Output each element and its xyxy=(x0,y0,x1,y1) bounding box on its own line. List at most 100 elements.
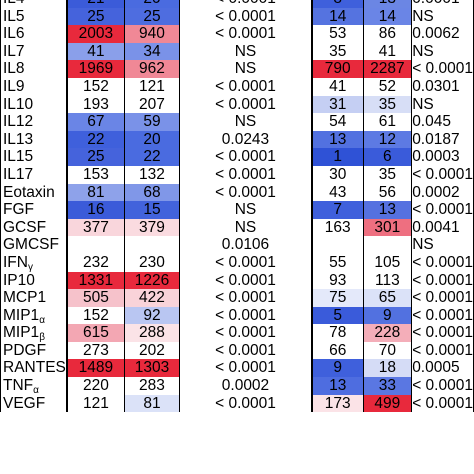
p-value-2-cell-text: < 0.0001 xyxy=(412,253,473,271)
p-value-2-cell-text: < 0.0001 xyxy=(412,341,473,359)
p-value-2-cell-text: 0.0301 xyxy=(412,77,460,95)
value-c-cell: 78 xyxy=(310,324,364,342)
p-value-1-cell: < 0.0001 xyxy=(179,289,313,307)
value-a-cell: 2003 xyxy=(65,25,125,43)
p-value-1-cell-text: < 0.0001 xyxy=(215,165,276,183)
value-c-cell-text: 66 xyxy=(329,341,347,359)
value-a-cell-text: 152 xyxy=(82,77,109,95)
p-value-1-cell-text: 0.0243 xyxy=(221,130,270,148)
value-a-cell-text: 1969 xyxy=(78,60,114,78)
value-a-cell-text: 81 xyxy=(87,183,105,201)
value-d-cell xyxy=(362,236,413,254)
value-a-cell-text: 41 xyxy=(87,42,105,60)
cytokine-label: MIP1α xyxy=(0,306,68,325)
value-c-cell: 1 xyxy=(310,148,364,166)
p-value-2-cell-text: NS xyxy=(412,7,434,25)
value-a-cell-text: 1489 xyxy=(78,359,114,377)
p-value-2-cell-text: < 0.0001 xyxy=(412,306,473,324)
value-b-cell-text: 59 xyxy=(143,113,161,131)
value-c-cell: 41 xyxy=(310,77,364,96)
p-value-2-cell-text: 0.0187 xyxy=(412,130,460,148)
value-a-cell: 1331 xyxy=(65,271,125,290)
p-value-2-cell: < 0.0001 xyxy=(411,60,474,78)
value-c-cell xyxy=(310,236,364,254)
value-c-cell: 35 xyxy=(310,42,364,61)
value-b-cell: 59 xyxy=(123,113,181,131)
value-a-cell-text: 67 xyxy=(87,113,105,131)
p-value-2-cell-text: < 0.0001 xyxy=(412,394,473,412)
cytokine-label-text: FGF xyxy=(3,201,34,219)
p-value-2-cell-text: NS xyxy=(412,95,434,113)
value-d-cell: 35 xyxy=(362,165,413,184)
value-a-cell: 220 xyxy=(65,377,125,395)
p-value-1-cell-text: < 0.0001 xyxy=(215,289,276,307)
value-c-cell-text: 54 xyxy=(329,113,347,131)
cytokine-label-text: IL4 xyxy=(3,0,25,7)
value-c-cell-text: 8 xyxy=(333,0,342,7)
value-d-cell-text: 56 xyxy=(378,183,396,201)
p-value-1-cell-text: < 0.0001 xyxy=(215,77,276,95)
value-c-cell: 7 xyxy=(310,201,364,219)
value-d-cell-text: 499 xyxy=(374,394,401,412)
p-value-1-cell: < 0.0001 xyxy=(179,183,313,202)
value-b-cell-text: 1303 xyxy=(134,359,170,377)
label-subscript: α xyxy=(33,385,39,395)
table-row: MIP1β 615 288 < 0.0001 78 228 < 0.0001 xyxy=(0,324,474,342)
p-value-2-cell: NS xyxy=(411,7,474,26)
value-d-cell: 52 xyxy=(362,77,413,96)
value-d-cell-text: 86 xyxy=(378,25,396,43)
p-value-1-cell-text: < 0.0001 xyxy=(215,0,276,7)
value-b-cell-text: 207 xyxy=(139,95,165,113)
cytokine-label: IL17 xyxy=(0,165,68,184)
value-d-cell: 13 xyxy=(362,0,413,8)
p-value-1-cell: < 0.0001 xyxy=(179,0,313,8)
table-row: IL7 41 34 NS 35 41 NS xyxy=(0,42,474,61)
p-value-1-cell-text: < 0.0001 xyxy=(215,271,276,289)
cytokine-label-text: IL13 xyxy=(3,130,34,148)
table-row: GMCSF 0.0106 NS xyxy=(0,236,474,254)
value-d-cell: 12 xyxy=(362,130,413,149)
p-value-2-cell: 0.0005 xyxy=(411,359,474,378)
value-c-cell: 54 xyxy=(310,113,364,131)
p-value-2-cell: < 0.0001 xyxy=(411,271,474,290)
value-d-cell: 13 xyxy=(362,201,413,219)
table-row: IL12 67 59 NS 54 61 0.045 xyxy=(0,113,474,131)
p-value-2-cell-text: 0.0001 xyxy=(413,0,460,7)
value-b-cell: 1226 xyxy=(123,271,181,290)
value-c-cell-text: 5 xyxy=(333,306,343,324)
table-row: GCSF 377 379 NS 163 301 0.0041 xyxy=(0,218,474,237)
value-d-cell-text: 35 xyxy=(378,165,396,183)
value-c-cell-text: 7 xyxy=(333,201,343,219)
p-value-2-cell: < 0.0001 xyxy=(411,165,474,184)
value-c-cell-text: 173 xyxy=(324,394,351,412)
value-b-cell: 132 xyxy=(123,165,181,184)
value-b-cell-text: 68 xyxy=(143,183,161,201)
p-value-2-cell: 0.045 xyxy=(411,113,474,131)
value-b-cell-text: 422 xyxy=(139,289,165,307)
value-d-cell: 499 xyxy=(362,394,413,413)
table-row: MCP1 505 422 < 0.0001 75 65 < 0.0001 xyxy=(0,289,474,307)
p-value-2-cell: < 0.0001 xyxy=(411,377,474,395)
value-c-cell: 93 xyxy=(310,271,364,290)
value-b-cell-text: 20 xyxy=(143,0,160,7)
value-d-cell-text: 18 xyxy=(378,359,396,377)
cytokine-label-text: IL8 xyxy=(3,60,25,78)
p-value-2-cell-text: < 0.0001 xyxy=(412,377,473,395)
cytokine-label-text: IL17 xyxy=(3,165,34,183)
p-value-1-cell: 0.0243 xyxy=(179,130,313,149)
p-value-1-cell-text: < 0.0001 xyxy=(215,183,276,201)
value-d-cell: 228 xyxy=(362,324,413,342)
value-c-cell-text: 55 xyxy=(329,253,347,271)
value-a-cell-text: 25 xyxy=(87,7,105,25)
p-value-1-cell: < 0.0001 xyxy=(179,7,313,26)
p-value-2-cell-text: < 0.0001 xyxy=(412,201,473,219)
cytokine-label-text: IL5 xyxy=(3,7,25,25)
p-value-2-cell: 0.0001 xyxy=(411,0,474,8)
cytokine-label-text: RANTES xyxy=(3,359,66,377)
p-value-2-cell: < 0.0001 xyxy=(411,201,474,219)
cytokine-label: VEGF xyxy=(0,394,68,413)
value-d-cell-text: 12 xyxy=(378,130,396,148)
table-row: IL4 21 20 < 0.0001 8 13 0.0001 xyxy=(0,0,474,8)
p-value-2-cell-text: < 0.0001 xyxy=(412,324,473,342)
value-d-cell-text: 301 xyxy=(374,218,401,236)
